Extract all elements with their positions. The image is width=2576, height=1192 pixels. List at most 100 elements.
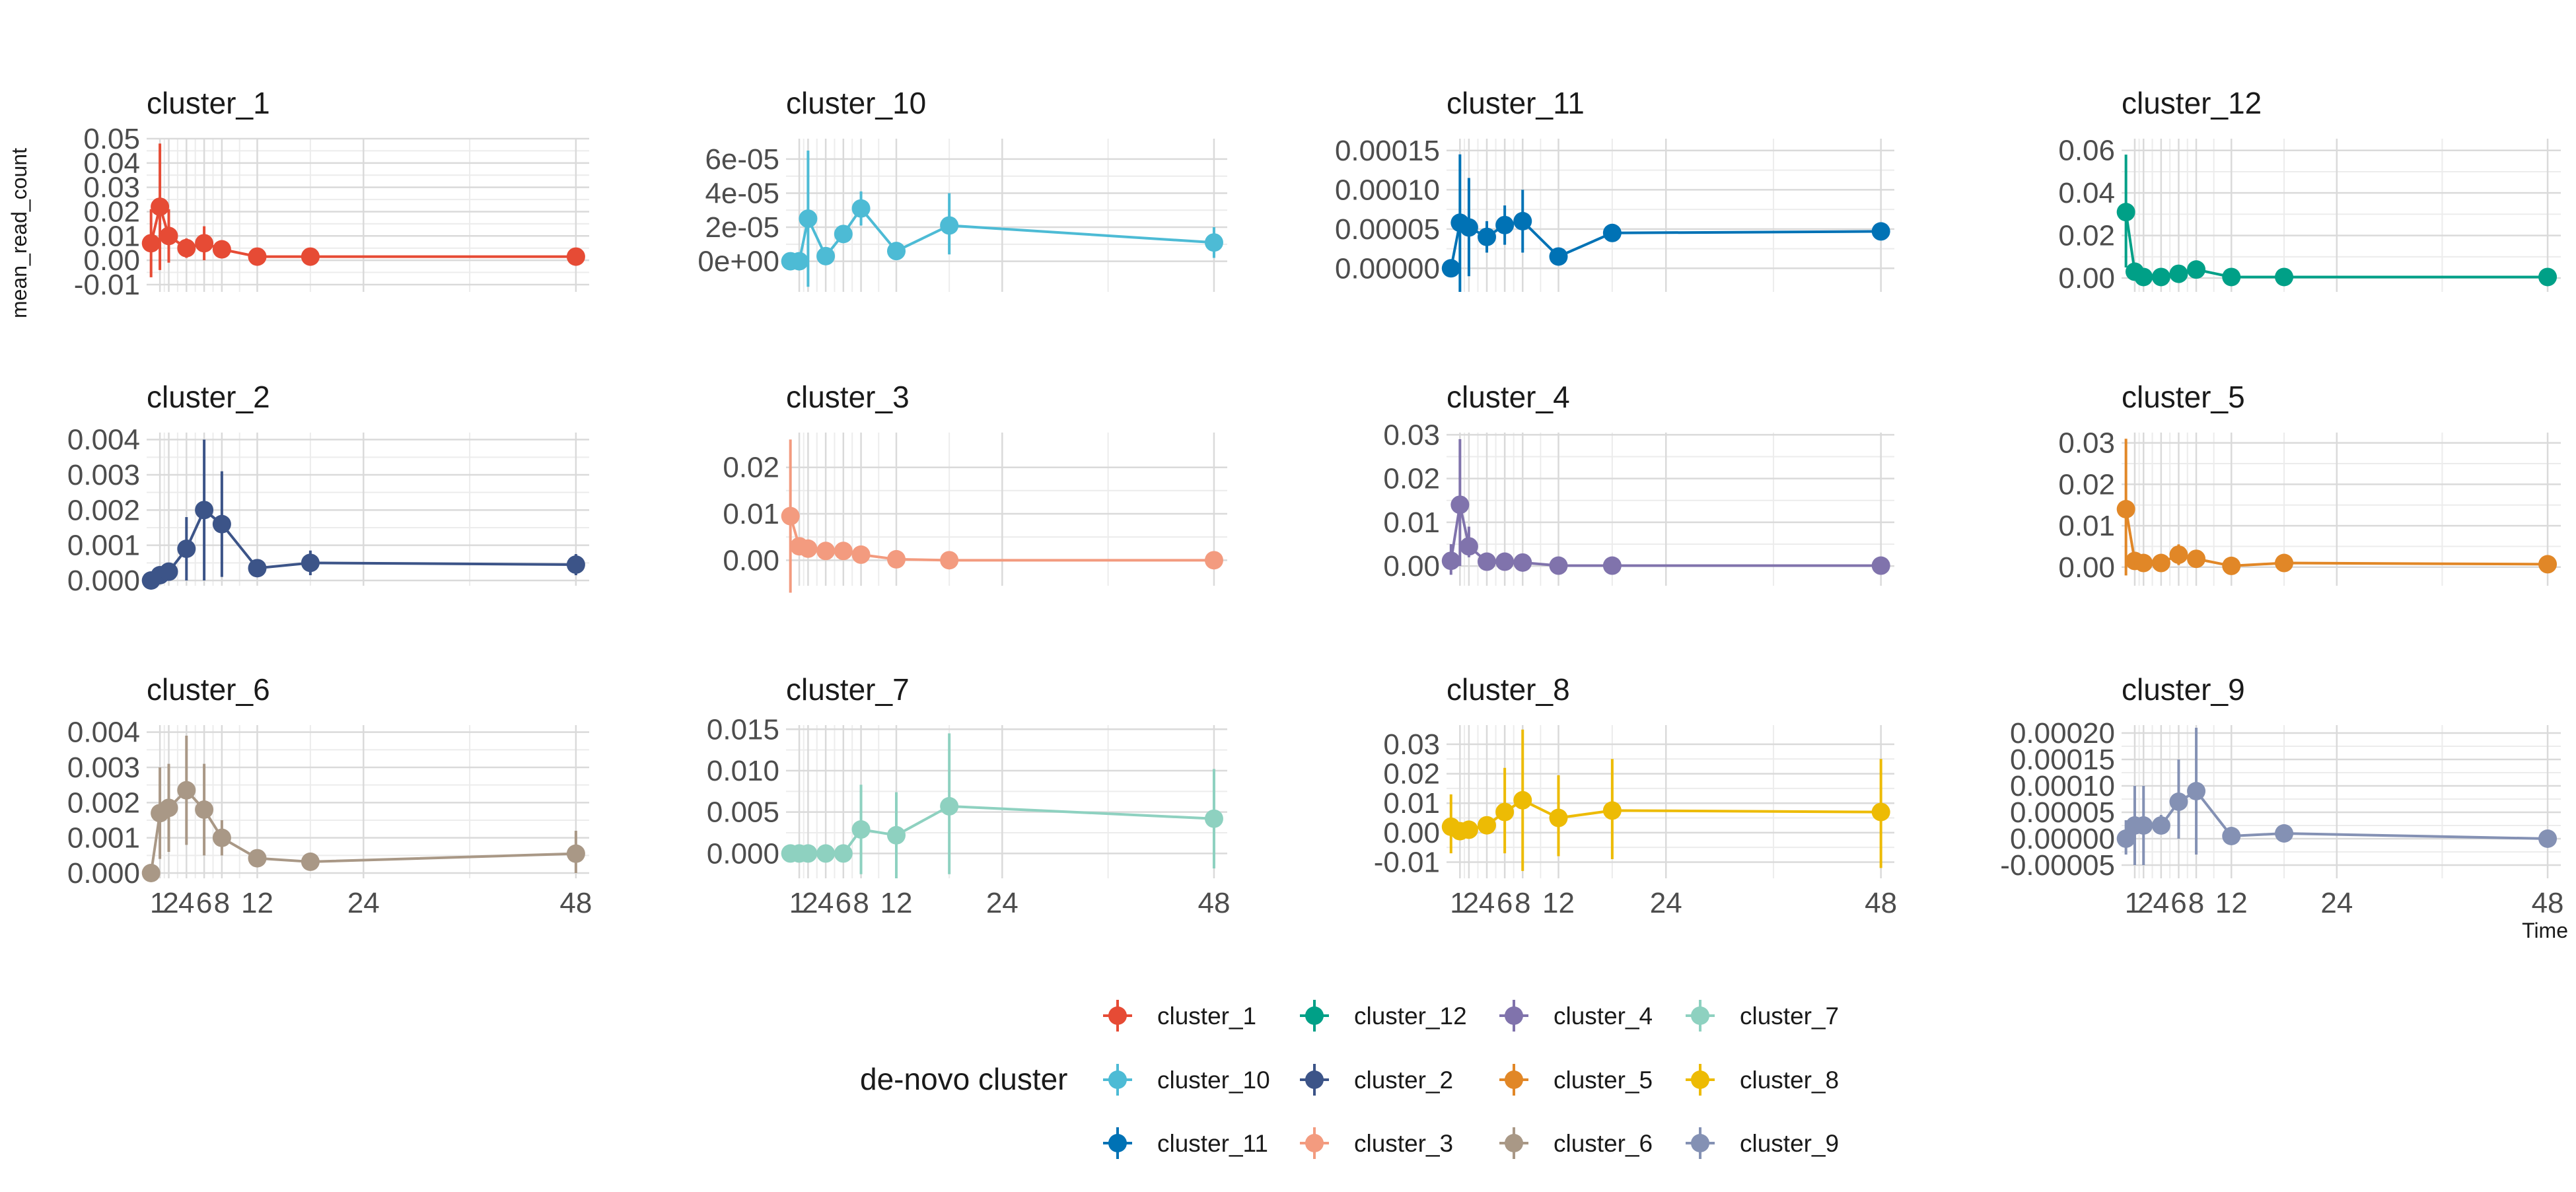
- legend-key-point: [1305, 1070, 1324, 1089]
- y-tick-label: 0.004: [67, 424, 140, 456]
- data-point: [1450, 495, 1470, 514]
- data-point: [1204, 551, 1223, 570]
- x-tick-label: 8: [853, 887, 869, 919]
- legend-key-point: [1108, 1006, 1127, 1025]
- data-point: [2187, 260, 2206, 279]
- data-point: [790, 252, 809, 271]
- data-point: [887, 549, 906, 569]
- panel-cluster_9: -0.000050.000000.000050.000100.000150.00…: [2000, 672, 2563, 919]
- x-tick-label: 48: [2532, 887, 2564, 919]
- x-tick-label: 48: [1198, 887, 1230, 919]
- legend-key-point: [1505, 1006, 1523, 1025]
- data-point: [816, 542, 836, 561]
- y-tick-label: 0.01: [1383, 507, 1440, 539]
- data-point: [566, 247, 585, 266]
- y-tick-label: 0.00010: [1335, 174, 1440, 206]
- y-tick-label: 0.00005: [2010, 796, 2115, 829]
- y-tick-label: 0.00: [83, 244, 140, 277]
- y-tick-label: 0.02: [2058, 220, 2115, 252]
- y-tick-label: 0.02: [2058, 468, 2115, 501]
- data-point: [2187, 549, 2206, 569]
- y-tick-label: 0.05: [83, 123, 140, 155]
- legend-entry: cluster_8: [1686, 1064, 1839, 1096]
- data-point: [2275, 824, 2294, 843]
- data-point: [1495, 552, 1515, 571]
- x-tick-label: 8: [2188, 887, 2204, 919]
- data-point: [851, 545, 871, 564]
- data-point: [2169, 792, 2188, 811]
- x-tick-label: 6: [836, 887, 851, 919]
- x-tick-label: 4: [1479, 887, 1495, 919]
- data-point: [2116, 829, 2135, 848]
- data-point: [301, 247, 320, 266]
- y-tick-label: -0.01: [74, 269, 140, 301]
- x-tick-label: 1: [150, 887, 166, 919]
- data-point: [1204, 233, 1223, 252]
- panel-title: cluster_6: [147, 672, 270, 707]
- legend-label: cluster_2: [1354, 1067, 1453, 1094]
- data-point: [2169, 264, 2188, 283]
- data-point: [940, 216, 959, 235]
- data-point: [248, 247, 267, 266]
- legend-key-point: [1691, 1134, 1709, 1152]
- x-tick-label: 6: [1497, 887, 1513, 919]
- data-point: [177, 781, 196, 800]
- y-tick-label: -0.00005: [2000, 849, 2115, 882]
- x-tick-label: 1: [789, 887, 805, 919]
- data-point: [1871, 556, 1890, 575]
- data-point: [2116, 203, 2135, 222]
- x-tick-label: 48: [559, 887, 592, 919]
- x-tick-label: 4: [818, 887, 834, 919]
- panel-title: cluster_5: [2122, 380, 2245, 414]
- data-point: [816, 844, 836, 863]
- x-tick-label: 2: [2137, 887, 2153, 919]
- legend-entry: cluster_11: [1103, 1127, 1268, 1159]
- y-tick-label: 0.00000: [2010, 823, 2115, 855]
- data-point: [1495, 215, 1515, 234]
- y-tick-label: 0.04: [83, 147, 140, 180]
- legend-label: cluster_9: [1740, 1130, 1839, 1157]
- legend-key-point: [1505, 1134, 1523, 1152]
- data-point: [2222, 556, 2241, 575]
- data-point: [2275, 267, 2294, 287]
- y-tick-label: 0.03: [1383, 419, 1440, 451]
- data-point: [940, 551, 959, 570]
- y-tick-label: 0.03: [83, 172, 140, 204]
- y-tick-label: 0.002: [67, 787, 140, 819]
- y-tick-label: -0.01: [1374, 846, 1440, 878]
- data-point: [2222, 267, 2241, 287]
- data-point: [1513, 211, 1532, 230]
- x-tick-label: 4: [178, 887, 194, 919]
- data-point: [2151, 553, 2170, 573]
- y-tick-label: 0.00015: [1335, 135, 1440, 167]
- x-tick-label: 2: [162, 887, 178, 919]
- y-tick-label: 0.001: [67, 822, 140, 855]
- legend-entry: cluster_5: [1499, 1064, 1653, 1096]
- x-tick-label: 1: [1450, 887, 1466, 919]
- y-tick-label: 0.03: [1383, 728, 1440, 761]
- data-point: [141, 234, 161, 253]
- data-point: [940, 796, 959, 816]
- panel-title: cluster_10: [786, 86, 926, 120]
- legend-label: cluster_8: [1740, 1067, 1839, 1094]
- data-point: [566, 555, 585, 574]
- data-point: [1441, 551, 1460, 571]
- x-tick-label: 24: [986, 887, 1019, 919]
- y-tick-label: 0.00: [1383, 817, 1440, 849]
- data-point: [2538, 829, 2558, 848]
- legend-label: cluster_4: [1554, 1002, 1653, 1030]
- y-tick-label: 0.00000: [1335, 252, 1440, 285]
- legend-key-point: [1108, 1070, 1127, 1089]
- data-point: [834, 844, 853, 863]
- data-point: [2116, 500, 2135, 518]
- data-point: [1478, 227, 1497, 246]
- legend-label: cluster_3: [1354, 1130, 1453, 1157]
- legend-entry: cluster_6: [1499, 1127, 1653, 1159]
